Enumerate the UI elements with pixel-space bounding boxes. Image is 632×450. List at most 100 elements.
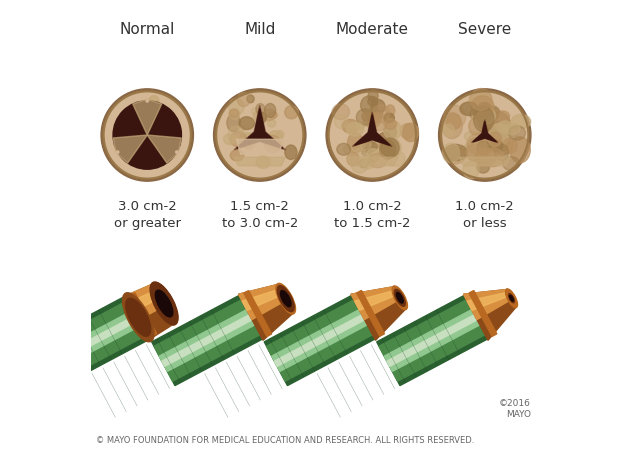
- Ellipse shape: [267, 131, 283, 149]
- Ellipse shape: [256, 156, 270, 168]
- Ellipse shape: [477, 103, 499, 127]
- Ellipse shape: [446, 147, 466, 164]
- Ellipse shape: [463, 162, 479, 179]
- Ellipse shape: [396, 292, 403, 303]
- Ellipse shape: [174, 126, 181, 132]
- Ellipse shape: [471, 96, 494, 117]
- Polygon shape: [387, 315, 477, 366]
- Ellipse shape: [281, 291, 291, 307]
- Ellipse shape: [360, 139, 372, 150]
- Ellipse shape: [224, 134, 236, 144]
- Ellipse shape: [362, 158, 375, 169]
- Ellipse shape: [473, 144, 491, 157]
- Ellipse shape: [495, 111, 509, 122]
- Ellipse shape: [265, 135, 281, 153]
- Ellipse shape: [483, 106, 495, 114]
- Ellipse shape: [485, 118, 497, 130]
- Ellipse shape: [470, 109, 482, 119]
- Polygon shape: [126, 284, 165, 320]
- Polygon shape: [463, 289, 512, 320]
- Ellipse shape: [492, 137, 513, 155]
- Ellipse shape: [368, 111, 382, 123]
- Text: ©2016
MAYO: ©2016 MAYO: [499, 399, 531, 419]
- Ellipse shape: [361, 96, 377, 115]
- Ellipse shape: [343, 145, 352, 153]
- Ellipse shape: [381, 138, 399, 158]
- Polygon shape: [113, 135, 147, 163]
- Ellipse shape: [146, 99, 149, 102]
- Ellipse shape: [123, 292, 154, 342]
- Ellipse shape: [458, 146, 469, 157]
- Ellipse shape: [372, 112, 387, 131]
- Ellipse shape: [127, 129, 138, 137]
- Polygon shape: [355, 290, 398, 310]
- Ellipse shape: [506, 289, 518, 308]
- Polygon shape: [39, 295, 150, 386]
- Ellipse shape: [387, 151, 405, 166]
- Polygon shape: [154, 300, 260, 381]
- Ellipse shape: [477, 141, 490, 155]
- Text: 1.5 cm-2
to 3.0 cm-2: 1.5 cm-2 to 3.0 cm-2: [222, 200, 298, 230]
- Polygon shape: [353, 112, 392, 147]
- Ellipse shape: [229, 109, 239, 118]
- Circle shape: [329, 92, 415, 178]
- Ellipse shape: [230, 132, 246, 147]
- Polygon shape: [384, 310, 480, 371]
- Ellipse shape: [383, 115, 394, 128]
- Ellipse shape: [276, 130, 284, 138]
- Ellipse shape: [337, 144, 351, 155]
- Circle shape: [104, 92, 190, 178]
- Polygon shape: [234, 157, 286, 166]
- Ellipse shape: [135, 110, 147, 122]
- Ellipse shape: [372, 110, 382, 119]
- Circle shape: [113, 101, 181, 169]
- Text: Moderate: Moderate: [336, 22, 409, 37]
- Text: © MAYO FOUNDATION FOR MEDICAL EDUCATION AND RESEARCH. ALL RIGHTS RESERVED.: © MAYO FOUNDATION FOR MEDICAL EDUCATION …: [97, 436, 475, 445]
- Ellipse shape: [245, 143, 252, 149]
- Ellipse shape: [228, 126, 244, 144]
- Ellipse shape: [470, 89, 492, 110]
- Ellipse shape: [353, 144, 363, 151]
- Polygon shape: [133, 99, 162, 135]
- Ellipse shape: [475, 144, 487, 155]
- Ellipse shape: [229, 109, 240, 119]
- Polygon shape: [159, 310, 255, 371]
- Ellipse shape: [490, 140, 504, 153]
- Ellipse shape: [400, 124, 414, 139]
- Ellipse shape: [346, 122, 364, 136]
- Circle shape: [439, 89, 531, 181]
- Text: Severe: Severe: [458, 22, 511, 37]
- Ellipse shape: [444, 144, 467, 161]
- Polygon shape: [130, 290, 161, 310]
- Ellipse shape: [444, 105, 466, 128]
- Polygon shape: [264, 295, 375, 386]
- Ellipse shape: [363, 112, 380, 128]
- Polygon shape: [130, 292, 157, 336]
- Ellipse shape: [227, 114, 240, 131]
- Ellipse shape: [116, 151, 119, 153]
- Ellipse shape: [442, 112, 463, 139]
- Ellipse shape: [379, 132, 390, 141]
- Ellipse shape: [229, 99, 244, 115]
- Polygon shape: [42, 300, 147, 381]
- Polygon shape: [238, 284, 286, 319]
- Polygon shape: [162, 315, 252, 366]
- Polygon shape: [356, 290, 384, 336]
- Circle shape: [101, 89, 193, 181]
- Ellipse shape: [497, 121, 514, 133]
- Ellipse shape: [362, 148, 372, 156]
- Ellipse shape: [368, 96, 378, 106]
- Ellipse shape: [489, 132, 501, 147]
- Ellipse shape: [468, 138, 487, 154]
- Ellipse shape: [251, 108, 259, 115]
- Circle shape: [214, 89, 306, 181]
- Ellipse shape: [348, 133, 363, 153]
- Ellipse shape: [380, 140, 396, 159]
- Ellipse shape: [392, 286, 408, 310]
- Ellipse shape: [363, 141, 375, 153]
- Circle shape: [442, 92, 528, 178]
- Ellipse shape: [384, 125, 396, 139]
- Polygon shape: [467, 292, 510, 310]
- Ellipse shape: [362, 112, 371, 121]
- Ellipse shape: [489, 123, 509, 146]
